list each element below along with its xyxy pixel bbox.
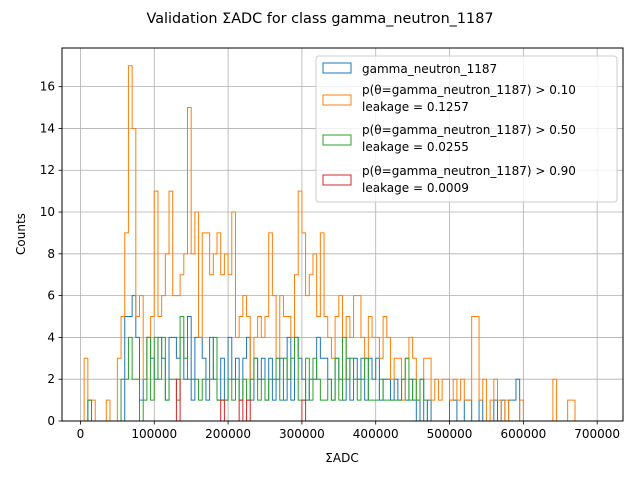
legend-leakage-p050: leakage = 0.0255 [362,140,469,154]
legend-label-gamma-neutron: gamma_neutron_1187 [362,62,497,76]
y-tick-label: 6 [47,289,55,303]
chart-title: Validation ΣADC for class gamma_neutron_… [146,11,493,27]
legend-swatch-p050 [322,134,352,146]
legend-swatch-p090 [322,174,352,186]
x-tick-label: 700000 [574,427,620,441]
plot-frame [61,47,624,422]
x-tick-label: 600000 [500,427,546,441]
legend-box [315,55,618,203]
x-tick-label: 100000 [131,427,177,441]
legend-label-p090: p(θ=gamma_neutron_1187) > 0.90 [362,164,576,178]
legend-swatch-p010 [322,94,352,106]
x-tick-label: 200000 [205,427,251,441]
legend: gamma_neutron_1187 p(θ=gamma_neutron_118… [315,55,618,203]
y-tick-label: 14 [40,121,55,135]
y-tick-label: 10 [40,205,55,219]
legend-leakage-p010: leakage = 0.1257 [362,100,469,114]
y-axis-label: Counts [14,213,28,255]
legend-label-p010: p(θ=gamma_neutron_1187) > 0.10 [362,83,576,97]
y-ticks: 0 2 4 6 8 10 12 14 16 [40,80,62,428]
x-tick-label: 400000 [353,427,399,441]
y-tick-label: 16 [40,80,55,94]
x-ticks: 0 100000 200000 300000 400000 500000 600000 700… [77,421,620,441]
x-tick-label: 300000 [279,427,325,441]
y-tick-label: 0 [47,414,55,428]
x-axis-label: ΣADC [325,451,358,465]
legend-label-p050: p(θ=gamma_neutron_1187) > 0.50 [362,123,576,137]
legend-leakage-p090: leakage = 0.0009 [362,181,469,195]
series-step-p050 [87,316,428,422]
x-tick-label: 500000 [427,427,473,441]
y-tick-label: 2 [47,372,55,386]
y-tick-label: 4 [47,330,55,344]
y-tick-label: 12 [40,163,55,177]
y-tick-label: 8 [47,247,55,261]
x-tick-label: 0 [77,427,85,441]
series-step-p010 [83,65,576,422]
legend-swatch-gamma-neutron [322,62,352,74]
